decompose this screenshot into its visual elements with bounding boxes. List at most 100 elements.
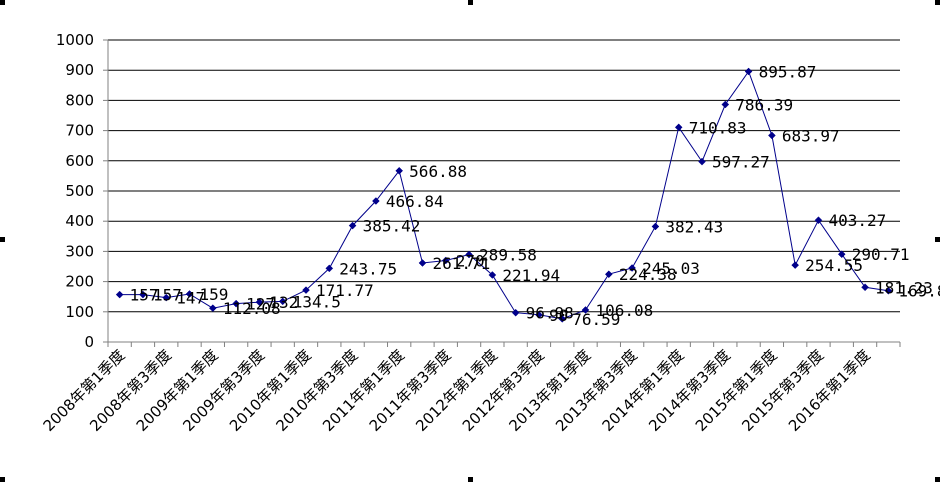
x-tick-labels: 2008年第1季度2008年第3季度2009年第1季度2009年第3季度2010… — [40, 346, 874, 435]
data-point-32 — [861, 283, 869, 292]
y-tick-label-8: 800 — [65, 91, 94, 109]
y-tick-labels: 0 100 200 300 400 500 600 700 800 900 1000 — [56, 31, 94, 351]
data-label-17: 96.98 — [526, 304, 574, 323]
data-label-1: 157 — [153, 286, 182, 305]
data-point-29 — [791, 261, 800, 269]
data-label-20: 106.08 — [596, 301, 654, 320]
data-point-10 — [348, 221, 357, 230]
data-label-8: 171.77 — [316, 281, 374, 300]
data-point-30 — [814, 216, 823, 225]
data-label-5: 127 — [246, 295, 275, 314]
data-label-22: 245.03 — [642, 259, 700, 278]
data-label-12: 566.88 — [409, 162, 467, 181]
y-tick-label-6: 600 — [65, 152, 94, 170]
data-point-16 — [488, 271, 497, 279]
data-label-3: 159 — [200, 285, 229, 304]
data-label-32: 181.23 — [875, 278, 933, 297]
x-tick-label-5: 2010年第3季度 — [273, 346, 362, 435]
series-path — [119, 70, 889, 320]
x-tick-label-9: 2012年第3季度 — [459, 346, 548, 435]
x-tick-label-4: 2010年第1季度 — [226, 346, 315, 435]
selection-handle-bottom-right[interactable] — [935, 477, 940, 482]
data-point-8 — [302, 286, 310, 294]
x-tick-label-11: 2013年第3季度 — [552, 346, 641, 435]
x-tick-label-3: 2009年第3季度 — [179, 346, 268, 435]
selection-handle-top-center[interactable] — [468, 0, 473, 5]
selection-handle-middle-right[interactable] — [935, 237, 940, 242]
data-labels: 157157147159112.08127132134.5171.77243.7… — [130, 62, 940, 328]
data-point-20 — [581, 306, 590, 314]
data-label-16: 221.94 — [502, 266, 560, 285]
x-tick-label-13: 2014年第3季度 — [645, 346, 734, 435]
data-label-28: 683.97 — [782, 126, 840, 145]
x-tick-label-7: 2011年第3季度 — [366, 346, 455, 435]
data-label-6: 132 — [269, 293, 298, 312]
data-label-0: 157 — [130, 286, 159, 305]
y-tick-label-0: 0 — [84, 333, 94, 351]
data-point-0 — [115, 290, 124, 299]
data-label-21: 224.38 — [619, 265, 677, 284]
data-point-13 — [418, 259, 427, 267]
data-point-14 — [441, 256, 450, 265]
data-point-18 — [535, 310, 543, 319]
x-tick-label-0: 2008年第1季度 — [40, 346, 129, 435]
data-point-12 — [395, 166, 404, 175]
data-point-5 — [232, 299, 240, 308]
y-tick-label-5: 500 — [65, 182, 94, 200]
data-label-10: 385.42 — [363, 217, 421, 236]
series-markers — [115, 67, 893, 323]
data-point-21 — [604, 270, 613, 279]
data-point-9 — [325, 264, 334, 273]
data-point-11 — [372, 197, 380, 205]
data-label-26: 786.39 — [735, 96, 793, 115]
data-point-3 — [185, 290, 194, 298]
data-point-17 — [511, 308, 520, 317]
data-label-15: 289.58 — [479, 246, 537, 265]
data-point-23 — [651, 222, 660, 231]
data-label-30: 403.27 — [828, 211, 886, 230]
data-label-19: 76.59 — [572, 310, 620, 329]
x-tick-label-14: 2015年第1季度 — [692, 346, 781, 435]
data-point-26 — [721, 100, 730, 109]
data-label-2: 147 — [176, 289, 205, 308]
data-point-31 — [837, 250, 846, 259]
data-point-2 — [162, 293, 171, 302]
selection-handle-middle-left[interactable] — [0, 237, 5, 242]
data-point-7 — [278, 297, 287, 306]
data-point-28 — [768, 131, 776, 140]
data-label-13: 261.71 — [432, 254, 490, 273]
gridlines — [108, 39, 900, 313]
data-label-18: 90 — [549, 306, 568, 325]
y-tick-label-10: 1000 — [56, 31, 94, 49]
data-label-23: 382.43 — [665, 218, 723, 237]
series-line — [119, 70, 889, 320]
data-point-4 — [208, 304, 217, 313]
data-point-25 — [698, 157, 706, 166]
data-label-9: 243.75 — [339, 259, 397, 278]
data-label-29: 254.55 — [805, 256, 863, 275]
selection-handle-bottom-left[interactable] — [0, 477, 5, 482]
data-label-27: 895.87 — [759, 62, 817, 81]
y-tick-label-7: 700 — [65, 122, 94, 140]
data-label-7: 134.5 — [293, 292, 341, 311]
data-point-1 — [139, 290, 147, 299]
data-point-15 — [465, 250, 473, 259]
x-tick-label-8: 2012年第1季度 — [412, 346, 501, 435]
y-tick-label-9: 900 — [65, 61, 94, 79]
y-tick-label-3: 300 — [65, 242, 94, 260]
x-tick-label-15: 2015年第3季度 — [738, 346, 827, 435]
y-tick-label-2: 200 — [65, 273, 94, 291]
data-point-24 — [674, 123, 683, 132]
y-tick-label-4: 400 — [65, 212, 94, 230]
x-tick-label-6: 2011年第1季度 — [319, 346, 408, 435]
data-point-6 — [255, 298, 264, 306]
data-label-25: 597.27 — [712, 153, 770, 172]
selection-handle-top-left[interactable] — [0, 0, 5, 5]
axes — [103, 39, 901, 347]
data-label-11: 466.84 — [386, 192, 444, 211]
data-point-27 — [744, 67, 753, 76]
data-point-19 — [558, 315, 567, 323]
selection-handle-bottom-center[interactable] — [468, 477, 473, 482]
selection-handle-top-right[interactable] — [935, 0, 940, 5]
